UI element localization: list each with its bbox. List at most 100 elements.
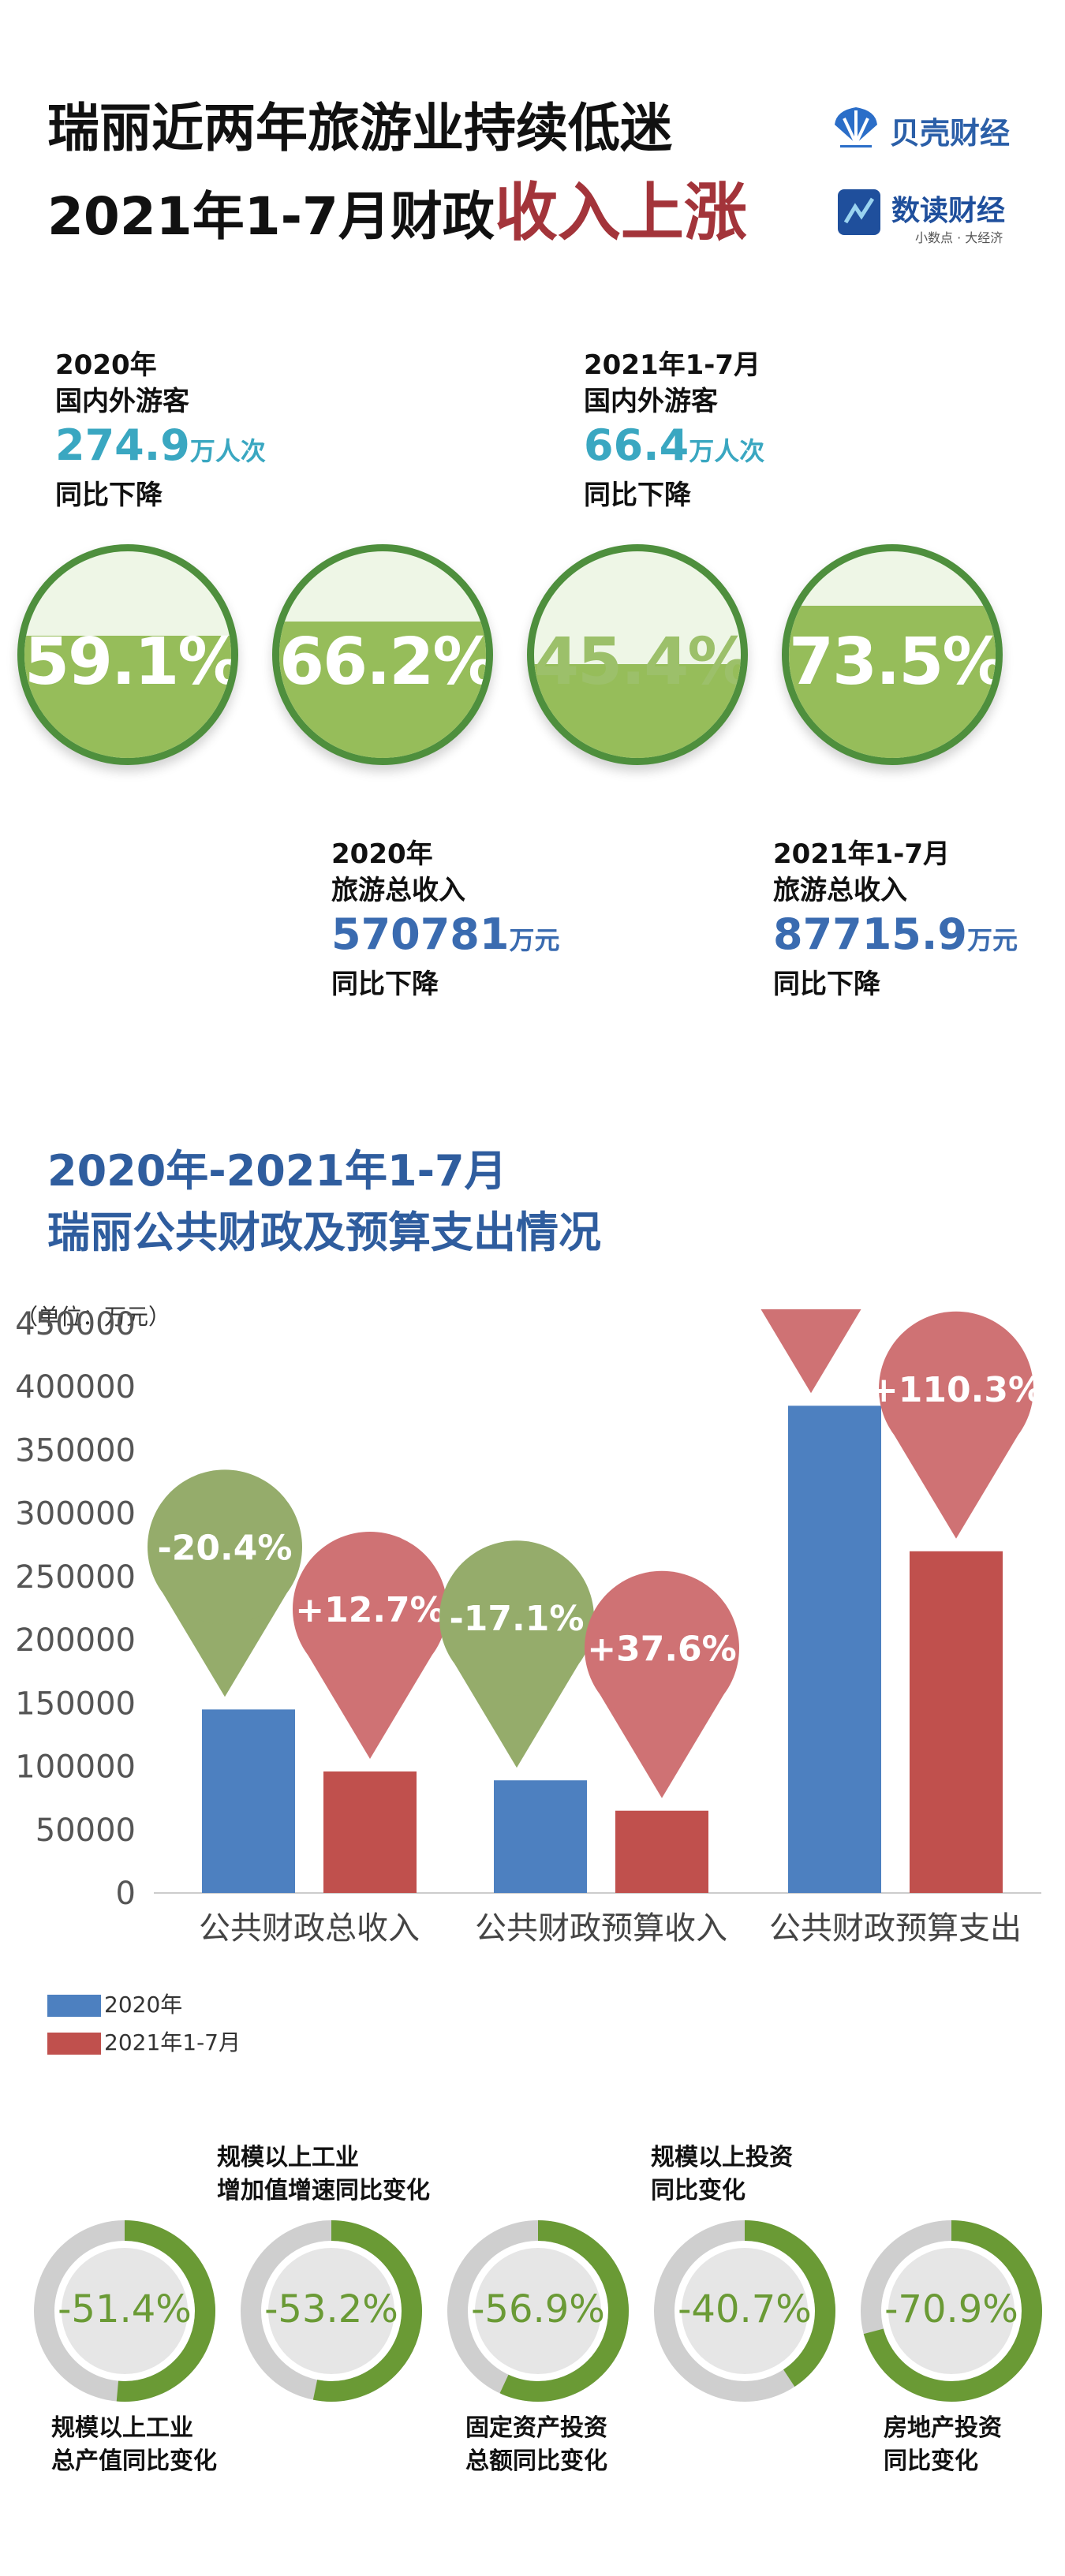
stat-year: 2021年1-7月 xyxy=(584,349,761,381)
title-highlight: 收入上涨 xyxy=(494,176,747,249)
ring-progress xyxy=(447,2220,629,2402)
ring-2 xyxy=(241,2220,422,2402)
stat-label: 国内外游客 xyxy=(584,386,718,417)
page-title-line1: 瑞丽近两年旅游业持续低迷 xyxy=(47,98,672,159)
stat-change-label: 同比下降 xyxy=(584,480,691,511)
ring-value: -70.9% xyxy=(884,2287,1018,2331)
change-pin: +37.6% xyxy=(585,1570,739,1798)
title-line2-prefix: 2021年1-7月财政 xyxy=(47,186,495,247)
pin-tail xyxy=(163,1593,287,1697)
stat-revenue-2021: 2021年1-7月 旅游总收入 87715.9万元 同比下降 xyxy=(773,836,1018,1002)
pin-label: -20.4% xyxy=(158,1528,293,1568)
pin-label: +37.6% xyxy=(587,1630,737,1670)
pin-tail xyxy=(454,1664,579,1768)
stat-year: 2021年1-7月 xyxy=(773,838,951,870)
stat-revenue-2020: 2020年 旅游总收入 570781万元 同比下降 xyxy=(331,836,559,1002)
pin-head xyxy=(585,1570,739,1726)
page-title-line2: 2021年1-7月财政收入上涨 xyxy=(47,181,747,247)
bubble-revenue-2021: 73.5% xyxy=(782,544,1003,765)
pin-tail xyxy=(760,1309,861,1394)
ring-label-1: 规模以上工业 总产值同比变化 xyxy=(51,2414,217,2475)
bar-1-1 xyxy=(202,1709,295,1893)
stat-change-label: 同比下降 xyxy=(55,480,163,511)
category-label: 公共财政预算收入 xyxy=(475,1910,727,1947)
bar-2-1 xyxy=(323,1771,417,1893)
ring-label-2: 规模以上工业 增加值增速同比变化 xyxy=(217,2144,430,2205)
y-tick-label: 200000 xyxy=(15,1622,136,1659)
change-pin: +110.3% xyxy=(869,1311,1043,1539)
stat-year: 2020年 xyxy=(55,349,157,381)
logo-tagline: 小数点 · 大经济 xyxy=(915,230,1003,245)
stat-tourists-2021: 2021年1-7月 国内外游客 66.4万人次 同比下降 xyxy=(584,347,764,513)
ring-center xyxy=(475,2248,601,2374)
y-tick-label: 0 xyxy=(116,1876,136,1912)
legend-item-2021: 2021年1-7月 xyxy=(47,2025,241,2057)
y-tick-label: 350000 xyxy=(15,1432,136,1469)
bubble-tourists-2021: 45.4% xyxy=(527,544,748,765)
y-tick-label: 450000 xyxy=(15,1309,136,1342)
bubble-fill xyxy=(24,636,231,758)
bubble-fill xyxy=(789,606,996,758)
ring-progress xyxy=(34,2220,215,2402)
ring-progress xyxy=(654,2220,835,2402)
bubble-fill xyxy=(279,621,486,758)
pin-tail xyxy=(308,1655,432,1759)
ring-value: -53.2% xyxy=(264,2287,398,2331)
ring-4 xyxy=(654,2220,835,2402)
bubble-percent: 66.2% xyxy=(279,625,493,700)
ring-center xyxy=(682,2248,808,2374)
bubble-tourists-2020: 59.1% xyxy=(17,544,238,765)
bubble-fill xyxy=(534,664,741,758)
change-pin: +29.6% xyxy=(760,1309,861,1394)
bubble-revenue-2020: 66.2% xyxy=(272,544,493,765)
change-pin: -17.1% xyxy=(439,1540,594,1768)
bubble-percent: 59.1% xyxy=(24,625,238,700)
pin-head xyxy=(148,1469,302,1625)
data-logo-icon xyxy=(838,189,880,235)
stat-change-label: 同比下降 xyxy=(331,969,439,1000)
pin-tail xyxy=(600,1694,724,1798)
pin-head xyxy=(879,1311,1033,1466)
section2-title-line1: 2020年-2021年1-7月 xyxy=(47,1146,507,1196)
pin-label: +12.7% xyxy=(295,1590,445,1630)
ring-charts xyxy=(34,2220,1042,2402)
chart-unit-label: （单位：万元） xyxy=(16,1304,171,1330)
category-label: 公共财政预算支出 xyxy=(769,1910,1022,1947)
bubble-percent: 73.5% xyxy=(789,625,1003,700)
stat-value: 570781万元 xyxy=(331,909,560,959)
stat-value: 274.9万人次 xyxy=(55,420,266,470)
legend-swatch xyxy=(47,1995,101,2017)
ring-value: -56.9% xyxy=(471,2287,605,2331)
y-tick-label: 100000 xyxy=(15,1749,136,1786)
ring-label-5: 房地产投资 同比变化 xyxy=(884,2414,1002,2475)
stat-label: 旅游总收入 xyxy=(773,875,907,906)
finance-bar-chart: 0 50000 100000 150000 200000 250000 300000 3500… xyxy=(15,1309,1043,1947)
ring-5 xyxy=(861,2220,1042,2402)
pin-head xyxy=(439,1540,594,1696)
ring-value: -40.7% xyxy=(678,2287,812,2331)
y-tick-label: 150000 xyxy=(15,1686,136,1722)
pin-label: -17.1% xyxy=(450,1599,585,1639)
ring-center xyxy=(268,2248,394,2374)
ring-center xyxy=(888,2248,1015,2374)
legend-label: 2020年 xyxy=(104,1992,183,2018)
bar-1-3 xyxy=(788,1406,881,1893)
ring-1 xyxy=(34,2220,215,2402)
pin-label: +110.3% xyxy=(869,1370,1043,1410)
y-tick-label: 400000 xyxy=(15,1369,136,1406)
logo-shudu: 数读财经 小数点 · 大经济 xyxy=(836,188,1005,245)
bubble-percent: 45.4% xyxy=(534,625,748,700)
stat-value: 87715.9万元 xyxy=(773,909,1018,959)
logo-beike-text: 贝壳财经 xyxy=(890,116,1011,151)
logo-shudu-text: 数读财经 xyxy=(891,195,1006,227)
pin-head xyxy=(293,1531,447,1686)
pin-head xyxy=(771,1309,851,1321)
ring-center xyxy=(62,2248,188,2374)
section2-title-line2: 瑞丽公共财政及预算支出情况 xyxy=(47,1208,601,1257)
legend-swatch xyxy=(47,2033,101,2055)
ring-progress xyxy=(241,2220,422,2402)
stat-year: 2020年 xyxy=(331,838,433,870)
bar-1-2 xyxy=(494,1780,587,1893)
stat-value: 66.4万人次 xyxy=(584,420,765,470)
legend-item-2020: 2020年 xyxy=(47,1988,182,2019)
